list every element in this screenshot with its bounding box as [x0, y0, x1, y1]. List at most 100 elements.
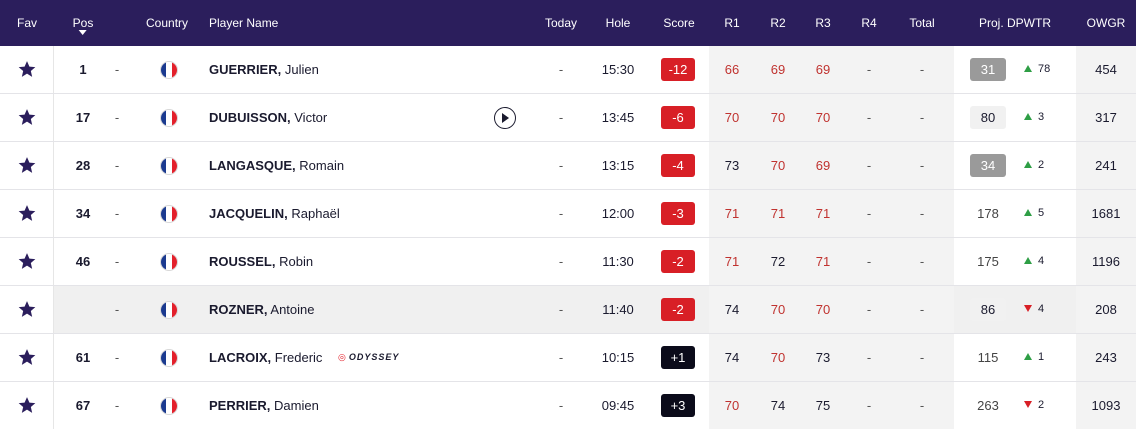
hole-time: 09:45 [601, 398, 635, 413]
player-row[interactable]: 1 - GUERRIER, Julien - 15:30 -12 66 69 69 - - 31 78 4… [0, 46, 1136, 94]
round-1-score: 70 [724, 398, 740, 413]
favorite-star-icon[interactable] [17, 203, 37, 223]
round-3-score: 69 [815, 62, 831, 77]
player-name[interactable]: GUERRIER, Julien [209, 46, 319, 93]
round-2-score: 70 [770, 350, 786, 365]
total-strokes: - [919, 350, 925, 365]
favorite-star-icon[interactable] [17, 155, 37, 175]
sponsor-name: ODYSSEY [348, 352, 400, 362]
total-strokes: - [919, 398, 925, 413]
move-up-icon [1024, 257, 1032, 264]
player-row[interactable]: 67 - PERRIER, Damien - 09:45 +3 70 74 75 - - 263 2 10… [0, 382, 1136, 429]
favorite-star-icon[interactable] [17, 107, 37, 127]
header-score[interactable]: Score [663, 16, 695, 30]
player-name[interactable]: DUBUISSON, Victor [209, 94, 327, 141]
hole-time: 12:00 [601, 206, 635, 221]
round-2-score: 69 [770, 62, 786, 77]
player-row[interactable]: 28 - LANGASQUE, Romain - 13:15 -4 73 70 69 - - 34 2 2… [0, 142, 1136, 190]
owgr-rank: 1093 [1091, 398, 1121, 413]
favorite-star-icon[interactable] [17, 251, 37, 271]
move-up-icon [1024, 113, 1032, 120]
today-score: - [558, 62, 564, 77]
rank-movement: 2 [1024, 382, 1044, 429]
position-move: - [114, 302, 120, 317]
total-score-badge: -6 [661, 106, 695, 129]
move-down-icon [1024, 401, 1032, 408]
round-4-score: - [866, 206, 872, 221]
header-country[interactable]: Country [146, 16, 189, 30]
hole-time: 11:40 [602, 302, 634, 317]
round-4-score: - [866, 302, 872, 317]
player-name[interactable]: ROZNER, Antoine [209, 286, 315, 333]
projected-rank: 178 [977, 206, 999, 221]
player-row[interactable]: 46 - ROUSSEL, Robin - 11:30 -2 71 72 71 - - 175 4 119… [0, 238, 1136, 286]
owgr-band [1076, 94, 1136, 141]
player-row[interactable]: 34 - JACQUELIN, Raphaël - 12:00 -3 71 71 71 - - 178… [0, 190, 1136, 238]
round-1-score: 73 [724, 158, 740, 173]
header-fav[interactable]: Fav [17, 16, 38, 30]
total-strokes: - [919, 206, 925, 221]
total-score-badge: -12 [661, 58, 695, 81]
header-hole[interactable]: Hole [605, 16, 631, 30]
move-up-icon [1024, 161, 1032, 168]
header-total[interactable]: Total [909, 16, 935, 30]
proj-band [954, 382, 1076, 429]
header-owgr[interactable]: OWGR [1086, 16, 1126, 30]
player-last-name: ROZNER, [209, 302, 268, 317]
projected-rank: 80 [970, 106, 1006, 129]
header-player-name[interactable]: Player Name [209, 16, 279, 30]
owgr-rank: 1196 [1092, 254, 1120, 269]
owgr-rank: 241 [1095, 158, 1117, 173]
total-strokes: - [919, 254, 925, 269]
player-name[interactable]: LACROIX, Frederic [209, 334, 322, 381]
projected-rank: 31 [970, 58, 1006, 81]
player-row[interactable]: 61 - LACROIX, Frederic ◎ ODYSSEY - 10:15 +1 74 70… [0, 334, 1136, 382]
header-pos-label: Pos [72, 16, 94, 30]
position: 67 [75, 398, 91, 413]
round-2-score: 72 [770, 254, 786, 269]
round-1-score: 74 [724, 302, 740, 317]
player-name[interactable]: JACQUELIN, Raphaël [209, 190, 340, 237]
france-flag-icon [160, 253, 178, 271]
france-flag-icon [160, 349, 178, 367]
header-r1[interactable]: R1 [724, 16, 740, 30]
round-3-score: 71 [815, 254, 831, 269]
favorite-star-icon[interactable] [17, 59, 37, 79]
today-score: - [558, 110, 564, 125]
player-row[interactable]: - ROZNER, Antoine - 11:40 -2 74 70 70 - - 86 4 208 [0, 286, 1136, 334]
player-name[interactable]: PERRIER, Damien [209, 382, 319, 429]
favorite-star-icon[interactable] [17, 395, 37, 415]
proj-band [954, 190, 1076, 237]
rank-movement: 2 [1024, 142, 1044, 189]
player-first-name: Raphaël [291, 206, 340, 221]
rounds-band [709, 334, 954, 381]
rank-movement-value: 4 [1038, 303, 1045, 315]
fav-cell [0, 382, 54, 429]
position: 61 [75, 350, 91, 365]
projected-rank: 115 [977, 350, 999, 365]
header-r2[interactable]: R2 [770, 16, 786, 30]
favorite-star-icon[interactable] [17, 347, 37, 367]
owgr-band [1076, 238, 1136, 285]
header-r3[interactable]: R3 [815, 16, 831, 30]
round-1-score: 70 [724, 110, 740, 125]
player-last-name: GUERRIER, [209, 62, 282, 77]
play-video-icon[interactable] [494, 107, 516, 129]
player-name[interactable]: ROUSSEL, Robin [209, 238, 313, 285]
favorite-star-icon[interactable] [17, 299, 37, 319]
header-r4[interactable]: R4 [861, 16, 877, 30]
player-row[interactable]: 17 - DUBUISSON, Victor - 13:45 -6 70 70 70 - - 80 3 3… [0, 94, 1136, 142]
header-proj-dpwtr[interactable]: Proj. DPWTR [979, 16, 1051, 30]
owgr-rank: 243 [1095, 350, 1117, 365]
header-pos[interactable]: Pos [72, 0, 94, 46]
rounds-band [709, 142, 954, 189]
owgr-band [1076, 46, 1136, 93]
player-first-name: Victor [294, 110, 328, 125]
rounds-band [709, 46, 954, 93]
move-down-icon [1024, 305, 1032, 312]
owgr-band [1076, 190, 1136, 237]
round-4-score: - [866, 254, 872, 269]
france-flag-icon [160, 109, 178, 127]
header-today[interactable]: Today [544, 16, 578, 30]
player-name[interactable]: LANGASQUE, Romain [209, 142, 344, 189]
